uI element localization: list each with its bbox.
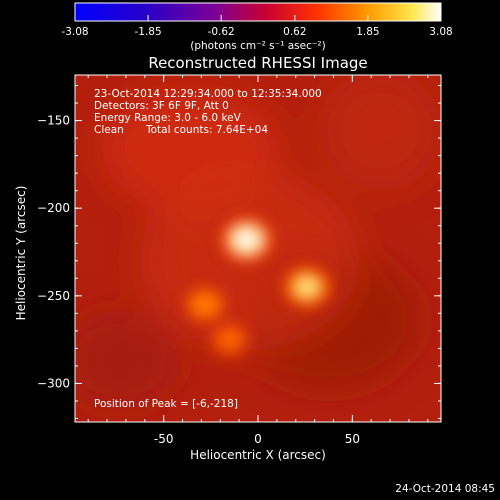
emission-source-1 [283,266,331,308]
y-tick-label-0: −150 [37,114,70,128]
annotation-total-counts: Total counts: 7.64E+04 [146,124,269,136]
emission-sources [185,217,331,356]
y-tick-label-3: −300 [37,376,70,390]
colorbar: -3.08 -1.85 -0.62 0.62 1.85 3.08 (photons cm⁻… [61,2,453,52]
x-axis-label: Heliocentric X (arcsec) [190,448,326,462]
colorbar-tick-label-4: 1.85 [356,26,379,38]
emission-source-0 [221,217,273,263]
x-tick-label-1: 0 [254,432,262,446]
annotation-clean: Clean [94,124,124,136]
colorbar-label: (photons cm⁻² s⁻¹ asec⁻²) [190,40,325,52]
x-tick-label-2: 50 [345,432,360,446]
colorbar-tick-label-5: 3.08 [429,26,452,38]
emission-source-2 [185,287,225,322]
plot-area [75,75,441,422]
chart-title: Reconstructed RHESSI Image [148,54,367,72]
colorbar-gradient [74,2,442,22]
annotation-time-range: 23-Oct-2014 12:29:34.000 to 12:35:34.000 [94,88,322,100]
y-axis-ticks: −150 −200 −250 −300 [37,85,441,419]
y-tick-label-2: −250 [37,289,70,303]
x-axis-ticks: -50 0 50 [87,75,429,446]
footer-timestamp: 24-Oct-2014 08:45 [395,483,495,495]
x-tick-label-0: -50 [154,432,174,446]
colorbar-tick-label-0: -3.08 [61,26,88,38]
y-axis-label: Heliocentric Y (arcsec) [14,186,28,321]
emission-source-3 [211,324,248,356]
colorbar-tick-label-2: -0.62 [208,26,235,38]
annotation-detectors: Detectors: 3F 6F 9F, Att 0 [94,100,229,112]
colorbar-tick-label-1: -1.85 [134,26,161,38]
annotation-energy: Energy Range: 3.0 - 6.0 keV [94,112,241,124]
y-tick-label-1: −200 [37,201,70,215]
colorbar-tick-label-3: 0.62 [283,26,306,38]
colorbar-ticks: -3.08 -1.85 -0.62 0.62 1.85 3.08 [61,15,453,38]
annotation-peak-position: Position of Peak = [-6,-218] [94,398,238,410]
